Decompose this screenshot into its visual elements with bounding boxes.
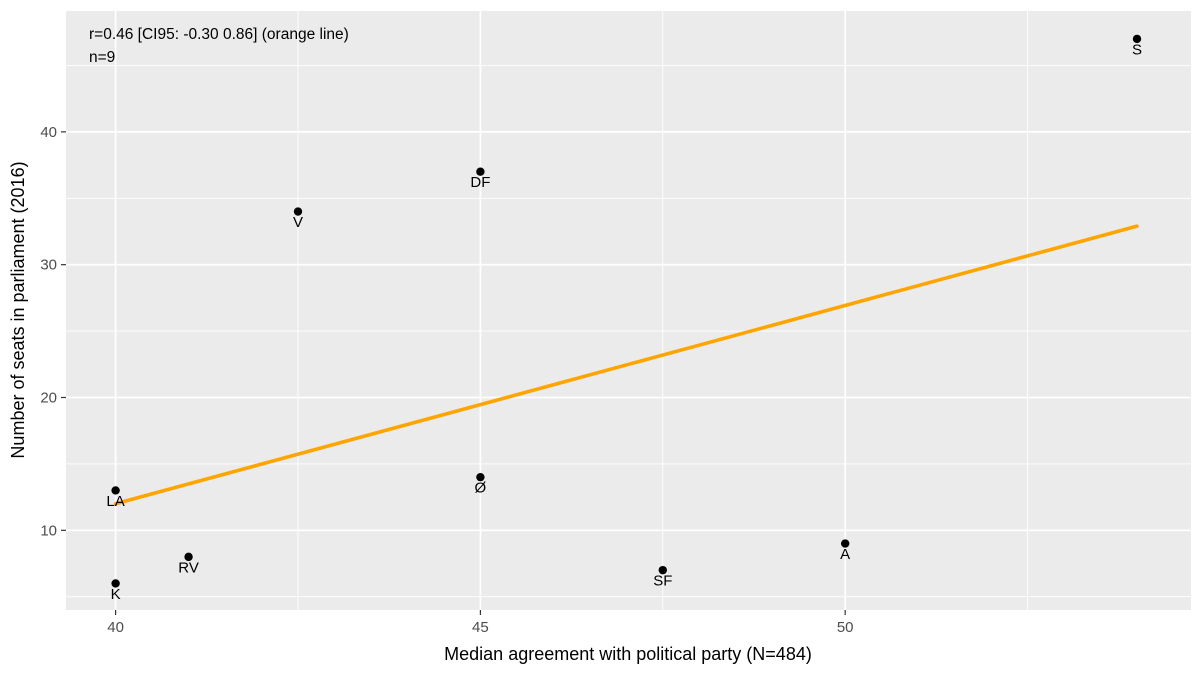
correlation-annotation: r=0.46 [CI95: -0.30 0.86] (orange line) (89, 26, 349, 43)
x-axis-tick-label: 40 (107, 619, 124, 636)
data-point-label: RV (178, 559, 199, 576)
y-axis-tick-label: 40 (40, 124, 57, 141)
sample-size-annotation: n=9 (89, 49, 115, 66)
data-point (111, 579, 120, 588)
data-point (658, 565, 667, 575)
data-point-label: V (293, 214, 303, 231)
data-point-label: DF (470, 174, 490, 191)
data-point-label: SF (653, 573, 672, 590)
data-point (840, 539, 850, 548)
data-point (476, 472, 485, 482)
data-point-label: A (840, 546, 850, 563)
y-axis-tick-label: 10 (40, 522, 57, 539)
x-axis-tick-label: 45 (472, 619, 489, 636)
panel-background (66, 11, 1191, 610)
y-axis-title: Number of seats in parliament (2016) (8, 161, 28, 458)
x-axis-title: Median agreement with political party (N… (444, 644, 812, 664)
data-point (111, 486, 120, 495)
x-axis-tick-label: 50 (837, 619, 854, 636)
data-point-label: LA (106, 493, 124, 510)
regression-line (113, 224, 1139, 506)
data-point-label: K (111, 586, 121, 603)
data-point-label: S (1132, 41, 1142, 58)
y-axis-tick-label: 20 (40, 389, 57, 406)
y-axis-tick-label: 30 (40, 257, 57, 274)
data-point-label: Ø (475, 480, 487, 497)
data-point (1132, 34, 1142, 44)
data-point (293, 207, 303, 216)
plot-area: 40 45 50 10 20 30 40 S DF V Ø LA A RV SF K (40, 11, 1191, 636)
data-point (476, 167, 485, 176)
data-point (184, 552, 193, 562)
